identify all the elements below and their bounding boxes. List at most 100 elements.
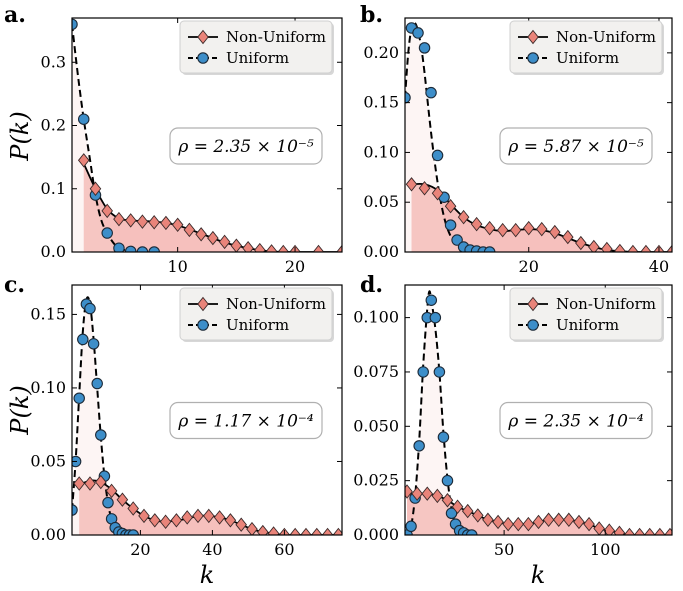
nonuniform-point xyxy=(277,244,290,252)
y-tick-label: 0.075 xyxy=(353,362,399,381)
nonuniform-point xyxy=(633,527,646,535)
panel-letter: c. xyxy=(4,272,25,298)
uniform-point xyxy=(445,507,458,520)
nonuniform-point xyxy=(614,243,626,252)
nonuniform-point xyxy=(532,514,545,530)
nonuniform-point xyxy=(535,221,548,237)
nonuniform-point xyxy=(127,501,139,516)
nonuniform-point xyxy=(623,527,636,535)
density-annotation: ρ = 5.87 × 10⁻⁵ xyxy=(499,127,653,165)
nonuniform-point xyxy=(311,527,323,535)
y-tick-label: 0.20 xyxy=(363,43,399,62)
uniform-point xyxy=(102,496,114,509)
uniform-point xyxy=(412,27,424,39)
nonuniform-point xyxy=(159,514,172,529)
nonuniform-point xyxy=(218,234,231,250)
legend-marker-uniform xyxy=(527,319,539,331)
legend-marker-uniform xyxy=(197,52,209,64)
axes-frame xyxy=(404,284,673,536)
nonuniform-point xyxy=(246,521,258,535)
nonuniform-point xyxy=(171,217,184,233)
uniform-point xyxy=(425,294,438,306)
nonuniform-point xyxy=(562,229,574,245)
uniform-point xyxy=(451,234,463,246)
nonuniform-point xyxy=(300,527,312,535)
uniform-point xyxy=(73,392,85,404)
legend-label-uniform: Uniform xyxy=(556,316,619,334)
plot-area xyxy=(405,21,672,252)
legend-label-uniform: Uniform xyxy=(226,316,289,334)
y-axis-label-bottom: P(k) xyxy=(6,385,34,435)
annotation-box xyxy=(499,401,653,440)
uniform-point xyxy=(77,333,89,346)
x-axis-label-right: k xyxy=(531,561,546,589)
nonuniform-point xyxy=(451,499,464,514)
x-tick-label: 60 xyxy=(274,540,294,559)
nonuniform-point xyxy=(654,527,666,535)
nonuniform-fill-area xyxy=(407,493,670,535)
nonuniform-point xyxy=(441,492,454,508)
uniform-point xyxy=(136,246,149,252)
nonuniform-point xyxy=(470,216,483,232)
nonuniform-point xyxy=(267,526,280,535)
nonuniform-point xyxy=(230,238,243,252)
nonuniform-point xyxy=(549,224,561,240)
x-tick-label: 20 xyxy=(130,540,150,559)
nonuniform-point xyxy=(411,486,423,501)
annotation-text: ρ = 2.35 × 10⁻⁴ xyxy=(507,412,644,432)
nonuniform-point xyxy=(89,181,102,196)
legend-label-nonuniform: Non-Uniform xyxy=(556,28,656,46)
uniform-point xyxy=(425,86,437,99)
nonuniform-point xyxy=(195,227,207,242)
nonuniform-point xyxy=(583,516,595,532)
y-tick-label: 0.10 xyxy=(363,142,399,161)
nonuniform-point xyxy=(492,514,504,530)
nonuniform-point xyxy=(666,244,672,252)
nonuniform-point xyxy=(73,476,85,491)
y-tick-label: 0.0 xyxy=(41,242,66,261)
axes-frame xyxy=(71,284,343,536)
uniform-fill-area xyxy=(407,291,472,535)
legend-label-uniform: Uniform xyxy=(556,49,619,67)
nonuniform-point xyxy=(138,508,150,524)
nonuniform-point xyxy=(472,508,484,523)
nonuniform-point xyxy=(522,516,535,532)
nonuniform-point xyxy=(160,215,172,231)
nonuniform-point xyxy=(405,484,413,499)
nonuniform-point xyxy=(431,488,444,504)
nonuniform-point xyxy=(601,241,613,252)
legend: Non-Uniform Uniform xyxy=(509,20,664,75)
nonuniform-point xyxy=(183,222,196,238)
legend-box xyxy=(179,287,333,341)
uniform-point xyxy=(431,149,444,162)
panel-4: 0.000 0.025 0.050 0.075 0.100 50 100 d. Non-Unif… xyxy=(353,272,673,559)
nonuniform-point xyxy=(203,508,215,524)
x-tick-label: 50 xyxy=(494,540,514,559)
uniform-point xyxy=(413,440,425,452)
annotation-box xyxy=(169,127,323,165)
nonuniform-point xyxy=(213,510,226,525)
nonuniform-point xyxy=(575,235,587,251)
uniform-point xyxy=(101,227,113,239)
nonuniform-point xyxy=(136,214,149,229)
nonuniform-point xyxy=(192,508,204,524)
nonuniform-point xyxy=(613,525,626,535)
nonuniform-point xyxy=(224,513,237,528)
panel-letter: b. xyxy=(360,2,383,28)
x-tick-label: 40 xyxy=(202,540,222,559)
x-tick-label: 10 xyxy=(167,257,187,276)
legend-label-nonuniform: Non-Uniform xyxy=(556,295,656,313)
density-annotation: ρ = 1.17 × 10⁻⁴ xyxy=(169,401,323,440)
nonuniform-point xyxy=(431,186,444,201)
uniform-point xyxy=(429,311,442,324)
nonuniform-point xyxy=(170,513,183,528)
y-tick-label: 0.05 xyxy=(30,451,66,470)
nonuniform-point xyxy=(405,177,418,192)
nonuniform-point xyxy=(149,513,161,528)
x-tick-label: 20 xyxy=(519,257,539,276)
panel-letter: d. xyxy=(360,272,383,298)
nonuniform-point xyxy=(664,527,672,535)
density-annotation: ρ = 2.35 × 10⁻⁴ xyxy=(499,401,653,440)
nonuniform-point xyxy=(542,512,555,528)
nonuniform-point xyxy=(418,181,431,196)
